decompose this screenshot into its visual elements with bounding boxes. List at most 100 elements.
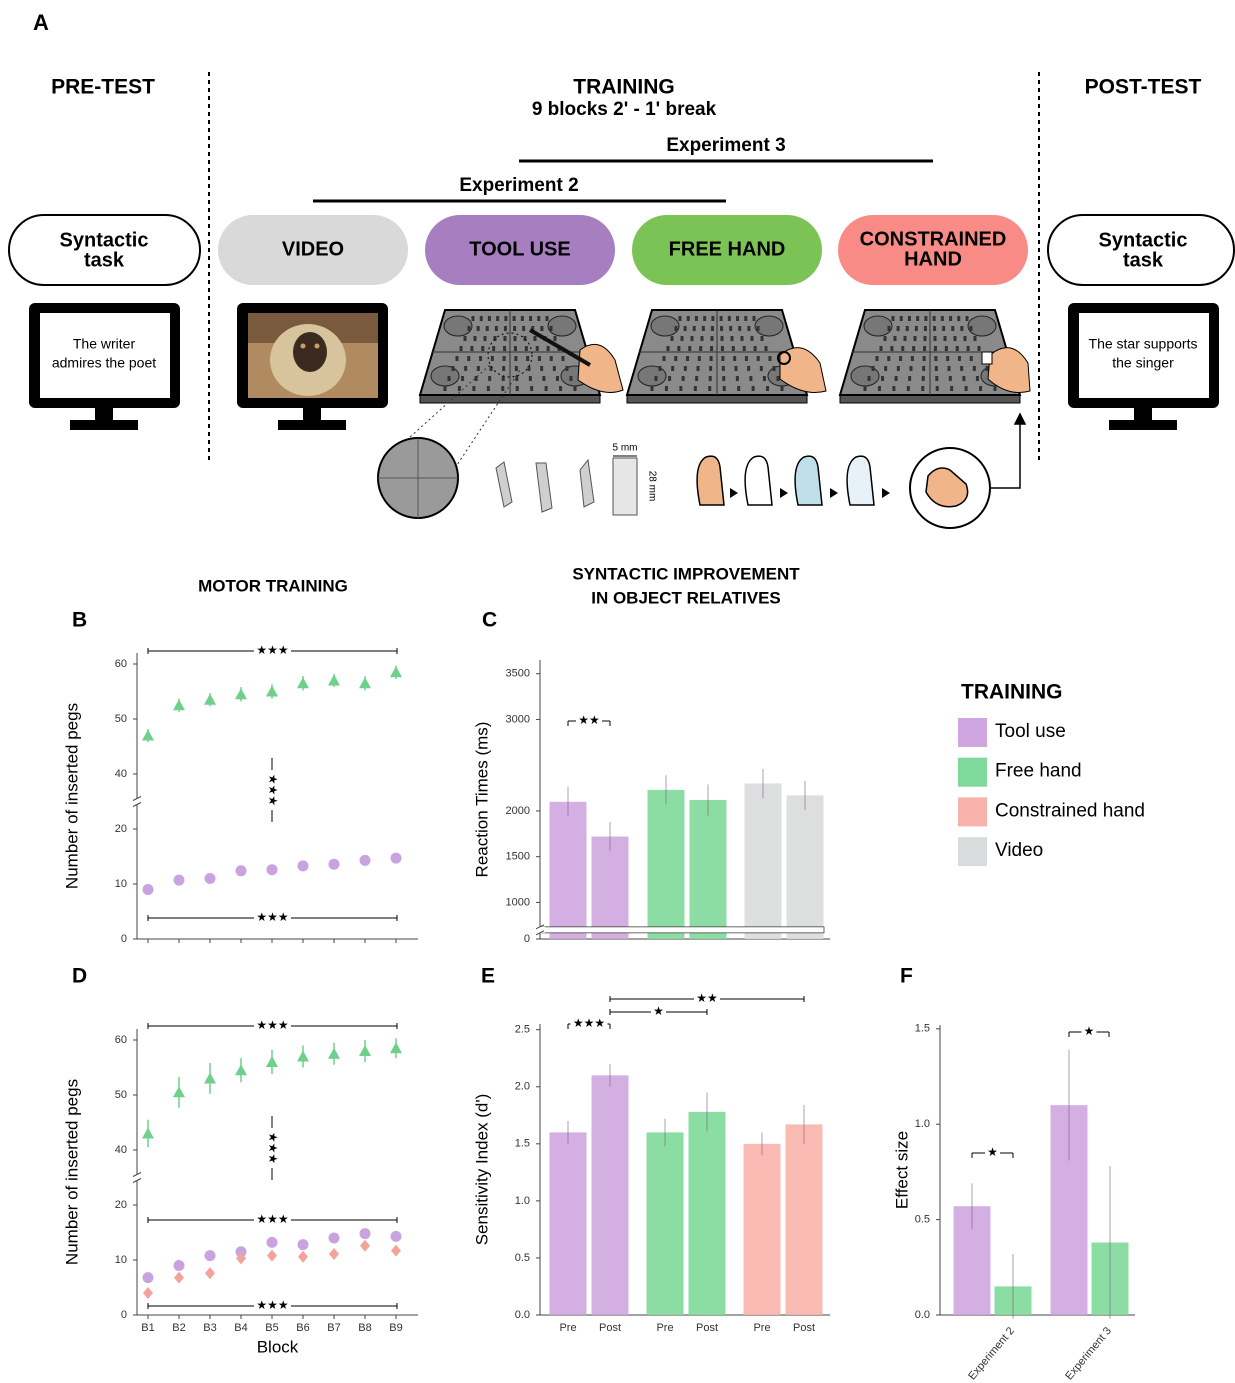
y-tick-label: 0.0 — [515, 1309, 530, 1321]
axis-break — [535, 924, 545, 930]
peg — [471, 316, 475, 321]
peg — [933, 346, 937, 351]
peg — [747, 366, 751, 371]
marker — [328, 1232, 340, 1244]
peg — [756, 356, 760, 361]
significance: ★★ — [696, 991, 718, 1005]
section-header: MOTOR TRAINING — [198, 576, 348, 595]
screen-text: admires the poet — [52, 355, 156, 371]
peg — [735, 376, 739, 381]
peg — [780, 386, 784, 391]
peg — [552, 366, 556, 371]
peg — [474, 376, 478, 381]
peg — [678, 316, 682, 321]
section-header: SYNTACTIC IMPROVEMENT — [572, 564, 800, 583]
peg — [674, 356, 678, 361]
axis-break — [132, 802, 142, 807]
peg — [963, 336, 967, 341]
peg — [764, 346, 768, 351]
peg — [488, 376, 492, 381]
peg — [664, 386, 668, 391]
marker — [359, 1045, 371, 1056]
peg — [752, 316, 756, 321]
marker — [266, 1236, 278, 1248]
annotation-bg — [254, 1019, 291, 1033]
peg — [708, 376, 712, 381]
y-tick-label: 50 — [115, 1089, 127, 1101]
annotation-bg — [254, 1213, 291, 1227]
screen-text: the singer — [1112, 355, 1174, 371]
peg — [677, 346, 681, 351]
x-tick-label: B7 — [327, 1322, 340, 1334]
marker — [173, 1260, 185, 1271]
peg — [947, 366, 951, 371]
peg — [501, 386, 505, 391]
peg — [490, 356, 494, 361]
annotation-bg — [254, 1299, 291, 1313]
pegboards — [418, 309, 1031, 404]
peg — [503, 326, 507, 331]
bar — [689, 799, 727, 939]
peg — [950, 386, 954, 391]
peg — [549, 356, 553, 361]
peg — [912, 346, 916, 351]
significance: ★★ — [578, 713, 600, 727]
y-tick-label: 2.0 — [515, 1081, 530, 1093]
peg — [744, 316, 748, 321]
marker — [297, 1239, 309, 1251]
peg — [467, 326, 471, 331]
peg — [909, 366, 913, 371]
bar — [744, 783, 782, 939]
peg — [903, 336, 907, 341]
axis-break — [132, 1172, 142, 1177]
task-label: task — [84, 249, 125, 271]
peg — [681, 376, 685, 381]
peg — [700, 336, 704, 341]
marker — [204, 1072, 216, 1084]
marker — [235, 1064, 247, 1076]
x-tick-label: B9 — [389, 1322, 402, 1334]
peg — [699, 346, 703, 351]
peg — [893, 336, 897, 341]
peg — [946, 356, 950, 361]
peg — [686, 316, 690, 321]
condition-pill — [218, 215, 408, 285]
x-tick-label: B5 — [265, 1322, 278, 1334]
y-tick-label: 50 — [115, 713, 127, 725]
peg — [766, 386, 770, 391]
y-tick-label: 40 — [115, 768, 127, 780]
axis-break — [541, 926, 825, 934]
y-tick-label: 20 — [115, 1199, 127, 1211]
peg — [708, 386, 712, 391]
section-header: IN OBJECT RELATIVES — [591, 588, 781, 607]
y-tick-label: 0.5 — [915, 1214, 930, 1226]
annotation-bg — [576, 714, 602, 728]
video-monitor — [237, 303, 388, 430]
marker — [235, 688, 247, 700]
peg — [772, 366, 776, 371]
peg — [710, 346, 714, 351]
marker — [359, 854, 371, 866]
y-tick-label: 1500 — [506, 851, 530, 863]
condition-label: CONSTRAINED — [860, 228, 1007, 250]
peg — [923, 336, 927, 341]
peg — [747, 326, 751, 331]
task-pill — [1047, 214, 1235, 286]
peg — [711, 316, 715, 321]
y-tick-label: 0.0 — [915, 1309, 930, 1321]
peg — [906, 386, 910, 391]
marker — [173, 1086, 185, 1098]
experiment-label: Experiment 3 — [666, 135, 785, 156]
peg — [867, 376, 871, 381]
board-well — [637, 365, 667, 387]
x-tick-label: B1 — [141, 1322, 154, 1334]
board-edge — [839, 394, 1021, 404]
legend-title: TRAINING — [961, 681, 1063, 704]
board-edge — [419, 394, 601, 404]
marker — [359, 677, 371, 689]
peg — [494, 326, 498, 331]
marker — [143, 1287, 153, 1299]
marker — [142, 1127, 154, 1139]
peg — [879, 346, 883, 351]
legend-swatch — [958, 797, 987, 827]
